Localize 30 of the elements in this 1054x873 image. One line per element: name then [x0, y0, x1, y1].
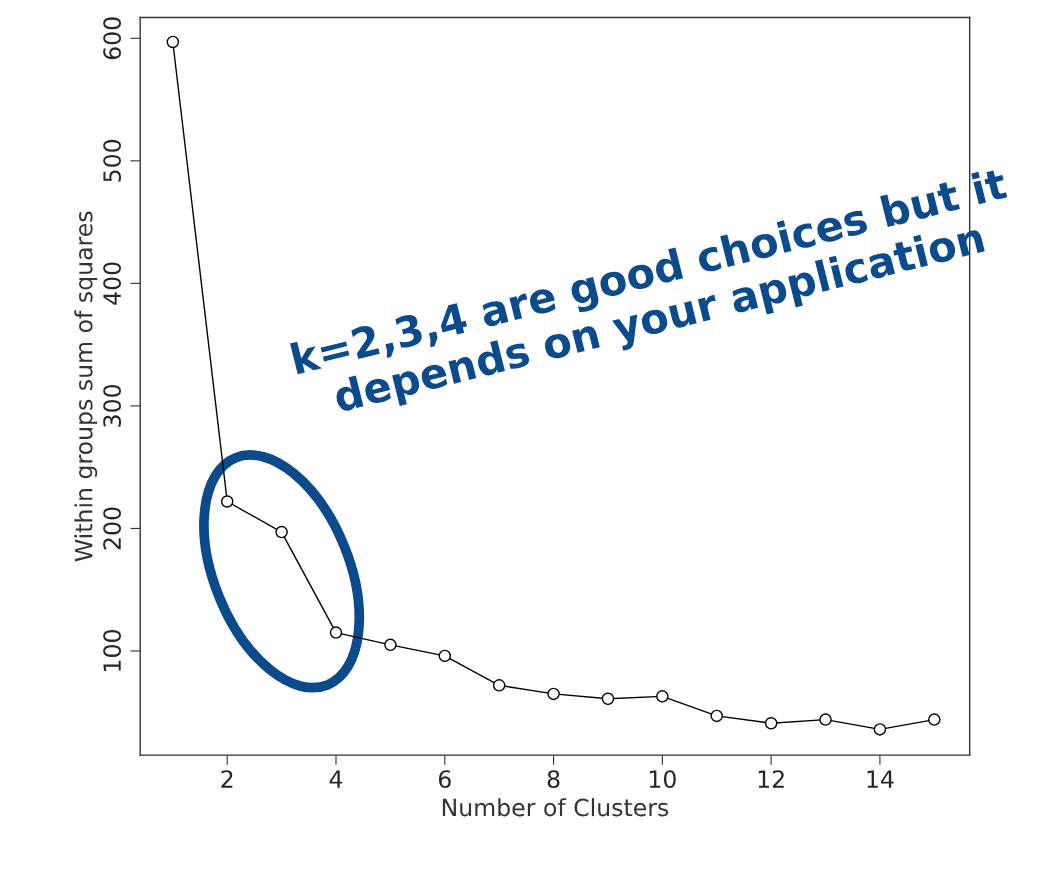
- point: [547, 687, 560, 701]
- point: [928, 713, 941, 726]
- point: [438, 649, 452, 663]
- point: [492, 679, 506, 692]
- x-tick-label: 2: [221, 770, 233, 788]
- x-tick-label: 4: [329, 770, 343, 788]
- point: [166, 35, 180, 49]
- point: [819, 713, 832, 726]
- x-tick-label: 6: [438, 770, 451, 788]
- x-tick-label: 14: [867, 770, 894, 788]
- point: [873, 723, 887, 736]
- y-tick-label: 500: [103, 139, 122, 182]
- y-tick-label: 200: [103, 507, 122, 550]
- x-tick-label: 12: [758, 770, 784, 788]
- y-tick-label: 300: [103, 384, 122, 427]
- y-axis-title: Within groups sum of squares: [74, 211, 98, 562]
- y-tick-label: 600: [103, 17, 122, 60]
- x-tick-label: 10: [649, 770, 676, 788]
- y-tick-label: 400: [103, 262, 122, 305]
- point: [384, 638, 397, 652]
- point: [656, 690, 669, 703]
- point: [601, 692, 615, 706]
- point: [329, 626, 343, 639]
- point: [764, 717, 778, 730]
- x-tick-label: 8: [547, 770, 560, 788]
- point: [710, 709, 724, 723]
- y-tick-label: 100: [103, 630, 122, 671]
- point: [275, 525, 288, 539]
- x-axis-title: Number of Clusters: [442, 798, 669, 817]
- point: [220, 495, 234, 508]
